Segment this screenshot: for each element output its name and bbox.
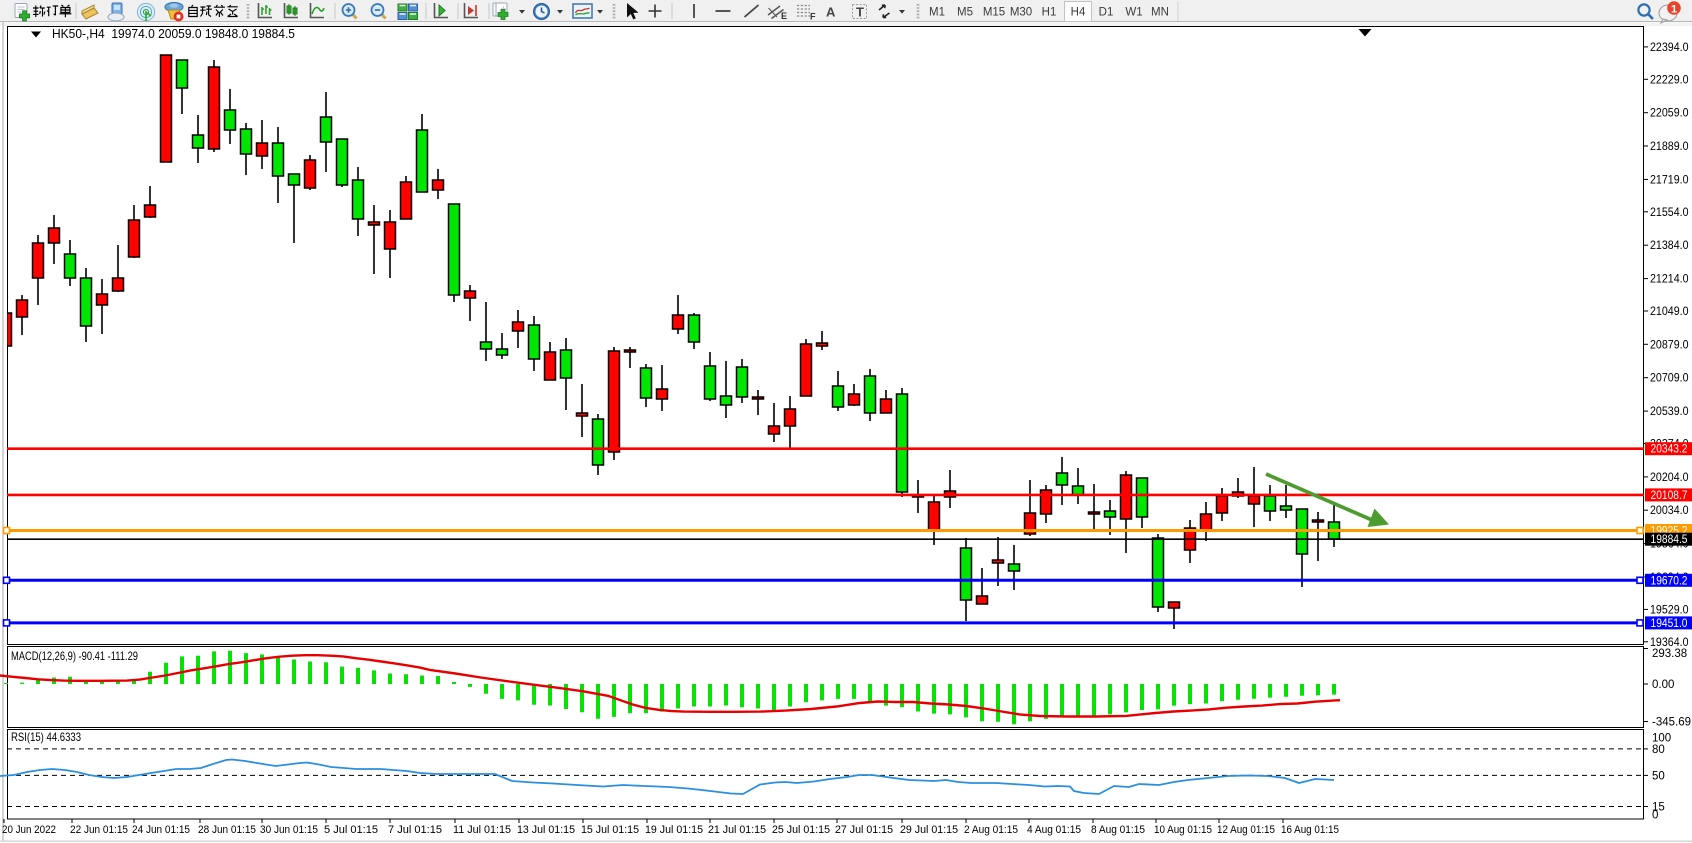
svg-text:19670.2: 19670.2	[1651, 575, 1688, 587]
svg-text:21 Jul 01:15: 21 Jul 01:15	[708, 824, 766, 836]
svg-text:M15: M15	[983, 7, 1005, 19]
svg-text:E: E	[781, 11, 787, 21]
svg-text:15 Jul 01:15: 15 Jul 01:15	[581, 824, 639, 836]
svg-text:21554.0: 21554.0	[1650, 207, 1689, 219]
svg-text:19451.0: 19451.0	[1651, 618, 1688, 630]
svg-text:10 Aug 01:15: 10 Aug 01:15	[1154, 824, 1212, 836]
svg-text:RSI(15) 44.6333: RSI(15) 44.6333	[11, 730, 81, 744]
svg-text:21049.0: 21049.0	[1650, 306, 1689, 318]
svg-text:-345.69: -345.69	[1652, 717, 1691, 729]
svg-text:11 Jul 01:15: 11 Jul 01:15	[453, 824, 511, 836]
svg-text:4 Aug 01:15: 4 Aug 01:15	[1027, 824, 1081, 836]
svg-text:M1: M1	[929, 7, 945, 19]
svg-text:20539.0: 20539.0	[1650, 406, 1689, 418]
svg-text:50: 50	[1652, 770, 1665, 782]
svg-text:20108.7: 20108.7	[1651, 490, 1688, 502]
svg-text:22 Jun 01:15: 22 Jun 01:15	[70, 824, 128, 836]
svg-text:29 Jul 01:15: 29 Jul 01:15	[900, 824, 958, 836]
svg-text:22059.0: 22059.0	[1650, 108, 1689, 120]
svg-text:H4: H4	[1071, 7, 1086, 19]
svg-text:21889.0: 21889.0	[1650, 141, 1689, 153]
svg-text:H1: H1	[1042, 7, 1057, 19]
svg-text:D1: D1	[1099, 7, 1114, 19]
svg-text:1: 1	[1671, 3, 1677, 15]
svg-text:28 Jun 01:15: 28 Jun 01:15	[198, 824, 256, 836]
svg-text:22229.0: 22229.0	[1650, 74, 1689, 86]
svg-text:19884.5: 19884.5	[1651, 534, 1688, 546]
svg-text:20343.2: 20343.2	[1651, 444, 1688, 456]
svg-text:19364.0: 19364.0	[1650, 637, 1689, 649]
svg-text:293.38: 293.38	[1652, 648, 1687, 660]
svg-text:20709.0: 20709.0	[1650, 373, 1689, 385]
svg-text:21384.0: 21384.0	[1650, 240, 1689, 252]
svg-text:W1: W1	[1125, 7, 1142, 19]
svg-text:MN: MN	[1151, 7, 1169, 19]
svg-text:15: 15	[1652, 802, 1665, 814]
svg-text:16 Aug 01:15: 16 Aug 01:15	[1281, 824, 1339, 836]
svg-text:22394.0: 22394.0	[1650, 42, 1689, 54]
svg-text:5 Jul 01:15: 5 Jul 01:15	[324, 824, 378, 836]
svg-text:80: 80	[1652, 744, 1665, 756]
svg-text:20034.0: 20034.0	[1650, 505, 1689, 517]
svg-text:19 Jul 01:15: 19 Jul 01:15	[645, 824, 703, 836]
svg-text:20 Jun 2022: 20 Jun 2022	[2, 824, 56, 836]
svg-text:M30: M30	[1010, 7, 1032, 19]
svg-text:7 Jul 01:15: 7 Jul 01:15	[388, 824, 442, 836]
svg-text:21214.0: 21214.0	[1650, 274, 1689, 286]
svg-text:27 Jul 01:15: 27 Jul 01:15	[835, 824, 893, 836]
svg-text:21719.0: 21719.0	[1650, 174, 1689, 186]
svg-text:13 Jul 01:15: 13 Jul 01:15	[517, 824, 575, 836]
svg-text:HK50-,H4 19974.0 20059.0 1984: HK50-,H4 19974.0 20059.0 19848.0 19884.5	[52, 27, 295, 41]
svg-text:19529.0: 19529.0	[1650, 604, 1689, 616]
svg-text:A: A	[826, 5, 836, 20]
svg-text:0: 0	[1652, 810, 1658, 822]
svg-text:T: T	[856, 5, 864, 20]
svg-text:F: F	[810, 12, 816, 22]
svg-text:30 Jun 01:15: 30 Jun 01:15	[260, 824, 318, 836]
svg-text:100: 100	[1652, 732, 1671, 744]
svg-text:20204.0: 20204.0	[1650, 472, 1689, 484]
svg-text:12 Aug 01:15: 12 Aug 01:15	[1217, 824, 1275, 836]
svg-text:MACD(12,26,9) -90.41 -111.29: MACD(12,26,9) -90.41 -111.29	[11, 649, 138, 663]
svg-text:2 Aug 01:15: 2 Aug 01:15	[964, 824, 1018, 836]
svg-text:25 Jul 01:15: 25 Jul 01:15	[772, 824, 830, 836]
svg-text:20879.0: 20879.0	[1650, 339, 1689, 351]
svg-text:0.00: 0.00	[1652, 679, 1674, 691]
svg-text:8 Aug 01:15: 8 Aug 01:15	[1091, 824, 1145, 836]
svg-text:24 Jun 01:15: 24 Jun 01:15	[132, 824, 190, 836]
svg-text:M5: M5	[957, 7, 973, 19]
